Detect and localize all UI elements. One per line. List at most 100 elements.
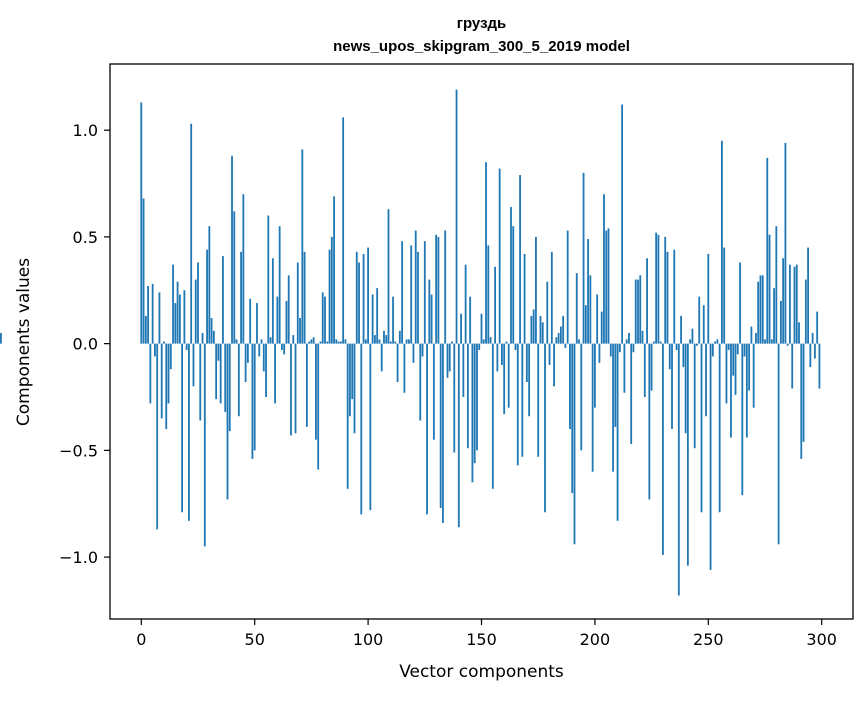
bar xyxy=(417,251,419,344)
bar xyxy=(752,343,755,408)
bar xyxy=(705,343,707,417)
bar xyxy=(671,343,673,430)
bar xyxy=(208,226,211,344)
bar xyxy=(169,343,172,370)
bar xyxy=(421,343,424,357)
bar xyxy=(718,343,721,513)
bar xyxy=(203,343,206,547)
bar xyxy=(637,279,639,344)
bar xyxy=(614,343,617,427)
bar xyxy=(167,343,170,404)
y-axis-label: Components values xyxy=(14,258,34,426)
bar xyxy=(219,343,222,404)
bar xyxy=(253,343,256,451)
bar xyxy=(290,343,292,436)
bar xyxy=(408,339,410,344)
bar xyxy=(165,343,168,430)
bar xyxy=(435,234,438,344)
bar xyxy=(553,343,555,387)
bar xyxy=(766,157,769,344)
bar xyxy=(217,343,220,361)
bar xyxy=(530,315,533,344)
bar xyxy=(188,343,190,521)
bar xyxy=(0,332,2,344)
bar xyxy=(212,330,215,344)
bar xyxy=(578,339,580,344)
bar xyxy=(630,343,633,444)
bar xyxy=(215,343,218,400)
bar xyxy=(410,245,413,344)
y-tick-label: 0.0 xyxy=(73,335,98,354)
bar xyxy=(147,286,150,344)
bar xyxy=(768,234,771,344)
bar xyxy=(231,155,233,344)
bar xyxy=(734,343,737,395)
bar xyxy=(464,264,467,344)
bar xyxy=(335,339,338,344)
bar xyxy=(364,339,367,344)
bar xyxy=(451,341,453,344)
bar xyxy=(641,330,644,344)
bar xyxy=(580,343,583,451)
bar xyxy=(369,343,372,511)
bar xyxy=(655,232,658,344)
bar xyxy=(503,343,506,415)
bar xyxy=(396,343,399,383)
bar xyxy=(496,343,499,372)
bar xyxy=(403,343,406,393)
bar xyxy=(296,262,299,344)
bar xyxy=(755,332,757,344)
bar xyxy=(643,343,646,397)
bar xyxy=(696,343,698,346)
bar xyxy=(460,313,462,344)
bar xyxy=(764,339,766,344)
bar xyxy=(385,335,388,344)
bar xyxy=(489,337,492,344)
bar xyxy=(716,339,719,344)
y-axis-ticks: −1.0 −0.5 0.0 0.5 1.0 xyxy=(59,121,110,567)
bar xyxy=(265,343,267,397)
bar xyxy=(528,343,531,417)
bar xyxy=(652,341,655,344)
bar xyxy=(707,253,710,344)
bar xyxy=(811,332,814,344)
bar xyxy=(494,266,497,344)
bar xyxy=(251,343,254,459)
bar xyxy=(584,305,587,344)
x-tick-label: 0 xyxy=(136,630,146,649)
bar xyxy=(380,343,383,372)
bar xyxy=(308,341,311,344)
bar xyxy=(618,343,621,353)
bar xyxy=(321,292,324,344)
bar xyxy=(593,343,596,408)
bar xyxy=(582,172,585,344)
bar xyxy=(428,279,431,344)
bar xyxy=(358,262,360,344)
x-axis-label: Vector components xyxy=(399,662,564,682)
bar xyxy=(650,343,653,391)
bar xyxy=(675,343,678,351)
bar xyxy=(648,343,651,500)
bar xyxy=(798,322,800,344)
bar xyxy=(682,343,685,368)
x-tick-label: 300 xyxy=(806,630,837,649)
bar xyxy=(262,343,265,372)
bar xyxy=(389,341,392,344)
bar xyxy=(512,226,515,344)
bar xyxy=(285,300,288,344)
bar xyxy=(430,294,433,344)
bar xyxy=(303,251,306,344)
y-tick-label: −0.5 xyxy=(59,441,98,460)
bar xyxy=(453,343,456,453)
bar xyxy=(183,290,186,344)
bar xyxy=(426,343,428,515)
bar xyxy=(235,339,238,344)
bar xyxy=(457,343,460,528)
bar xyxy=(344,339,347,344)
bar xyxy=(342,117,345,344)
bar xyxy=(625,339,628,344)
bar xyxy=(330,236,333,344)
bar xyxy=(784,142,787,344)
bar xyxy=(673,249,676,344)
